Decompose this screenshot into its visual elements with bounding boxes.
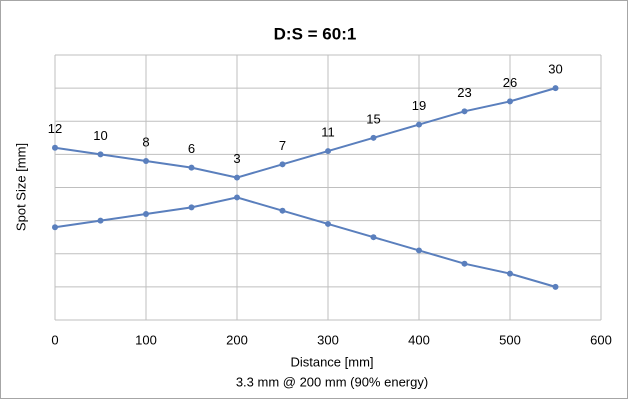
data-point [461, 108, 468, 115]
x-tick-label: 200 [226, 332, 248, 347]
data-point [279, 207, 286, 214]
data-point [552, 283, 559, 290]
x-tick-label: 100 [135, 332, 157, 347]
data-label: 15 [366, 111, 380, 126]
data-point [97, 151, 104, 158]
chart-title: D:S = 60:1 [274, 24, 357, 43]
data-point [52, 144, 58, 151]
y-axis-label: Spot Size [mm] [13, 143, 28, 231]
x-tick-label: 600 [590, 332, 612, 347]
data-point [143, 158, 149, 164]
data-point [325, 220, 331, 227]
x-tick-label: 400 [408, 332, 430, 347]
data-point [188, 164, 195, 171]
data-point [370, 234, 377, 241]
series-line [54, 87, 556, 179]
data-label: 3 [233, 151, 240, 166]
data-label: 23 [457, 85, 471, 100]
data-point [188, 204, 195, 211]
data-label: 10 [93, 128, 107, 143]
data-label: 30 [548, 62, 562, 77]
x-tick-label: 300 [317, 332, 339, 347]
data-label: 12 [48, 121, 62, 136]
data-point [461, 260, 468, 267]
series-line [54, 196, 556, 288]
data-label: 8 [142, 134, 149, 149]
data-label: 26 [503, 75, 517, 90]
data-point [325, 148, 331, 155]
data-point [507, 98, 513, 105]
data-point [416, 121, 422, 128]
data-point [234, 174, 240, 181]
data-point [370, 134, 377, 141]
data-point [234, 194, 240, 201]
x-tick-label: 0 [51, 332, 58, 347]
x-axis-label: Distance [mm] [290, 354, 373, 369]
data-label: 6 [188, 141, 195, 156]
data-point [279, 161, 286, 168]
data-point [552, 85, 559, 92]
data-point [143, 211, 149, 217]
data-label: 7 [279, 138, 286, 153]
data-point [416, 247, 422, 254]
subtitle: 3.3 mm @ 200 mm (90% energy) [236, 374, 428, 389]
data-point [52, 224, 58, 231]
data-point [97, 217, 104, 224]
data-label: 19 [412, 98, 426, 113]
data-point [507, 270, 513, 277]
x-tick-label: 500 [499, 332, 521, 347]
data-label: 11 [321, 125, 335, 140]
